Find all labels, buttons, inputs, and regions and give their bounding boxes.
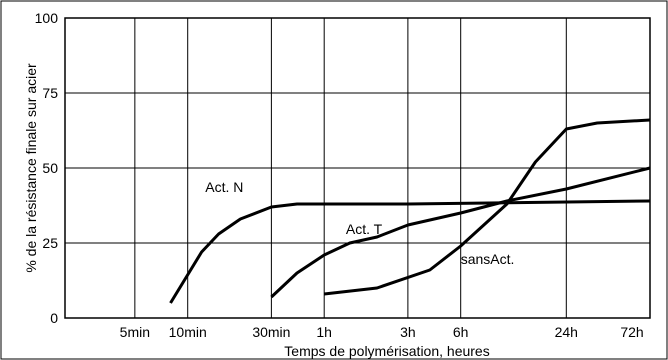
series-labels: Act. N Act. T sansAct.	[205, 179, 514, 267]
x-axis-label: Temps de polymérisation, heures	[284, 343, 489, 359]
x-tick-label: 1h	[316, 324, 332, 340]
y-tick-label: 100	[35, 10, 59, 26]
y-tick-labels: 0 25 50 75 100	[35, 10, 59, 326]
x-tick-label: 5min	[120, 324, 150, 340]
series-line-0	[169, 199, 651, 304]
x-tick-label: 72h	[620, 324, 643, 340]
y-axis-label: % de la résistance finale sur acier	[23, 63, 39, 273]
x-tick-label: 30min	[252, 324, 290, 340]
x-tick-label: 24h	[555, 324, 578, 340]
y-tick-label: 0	[50, 310, 58, 326]
series-label: Act. N	[205, 179, 243, 195]
grid	[65, 18, 650, 318]
series-label: sansAct.	[461, 251, 515, 267]
x-tick-label: 10min	[169, 324, 207, 340]
y-tick-label: 25	[42, 235, 58, 251]
x-tick-labels: 5min 10min 30min 1h 3h 6h 24h 72h	[120, 324, 644, 340]
series-lines	[169, 118, 651, 304]
series-line-1	[270, 166, 651, 299]
y-tick-label: 75	[42, 85, 58, 101]
series-line-2	[324, 118, 651, 296]
x-tick-label: 3h	[400, 324, 416, 340]
y-tick-label: 50	[42, 160, 58, 176]
x-tick-label: 6h	[453, 324, 469, 340]
series-label: Act. T	[346, 221, 383, 237]
